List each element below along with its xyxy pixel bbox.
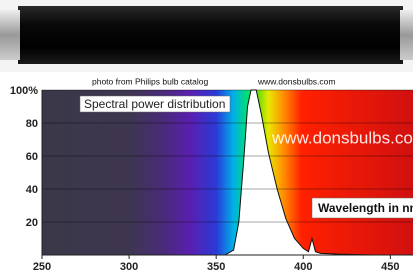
source: www.donsbulbs.com bbox=[257, 76, 335, 86]
x-axis-label: Wavelength in nm bbox=[318, 201, 413, 215]
chart-title: Spectral power distribution bbox=[84, 97, 225, 111]
x-tick-label: 350 bbox=[207, 261, 225, 273]
caption: photo from Philips bulb catalog bbox=[92, 76, 209, 86]
y-tick-label: 80 bbox=[26, 118, 38, 130]
watermark: www.donsbulbs.com bbox=[271, 128, 413, 147]
bulb-photo bbox=[0, 0, 413, 72]
x-tick-label: 400 bbox=[294, 261, 312, 273]
y-tick-label: 100% bbox=[10, 85, 38, 97]
y-tick-label: 20 bbox=[26, 217, 38, 229]
x-tick-label: 450 bbox=[381, 261, 399, 273]
x-tick-label: 300 bbox=[120, 261, 138, 273]
y-tick-label: 60 bbox=[26, 151, 38, 163]
spectrum-background bbox=[42, 90, 413, 255]
y-tick-label: 40 bbox=[26, 184, 38, 196]
chart: photo from Philips bulb catalog www.dons… bbox=[0, 0, 413, 274]
x-tick-label: 250 bbox=[33, 261, 51, 273]
